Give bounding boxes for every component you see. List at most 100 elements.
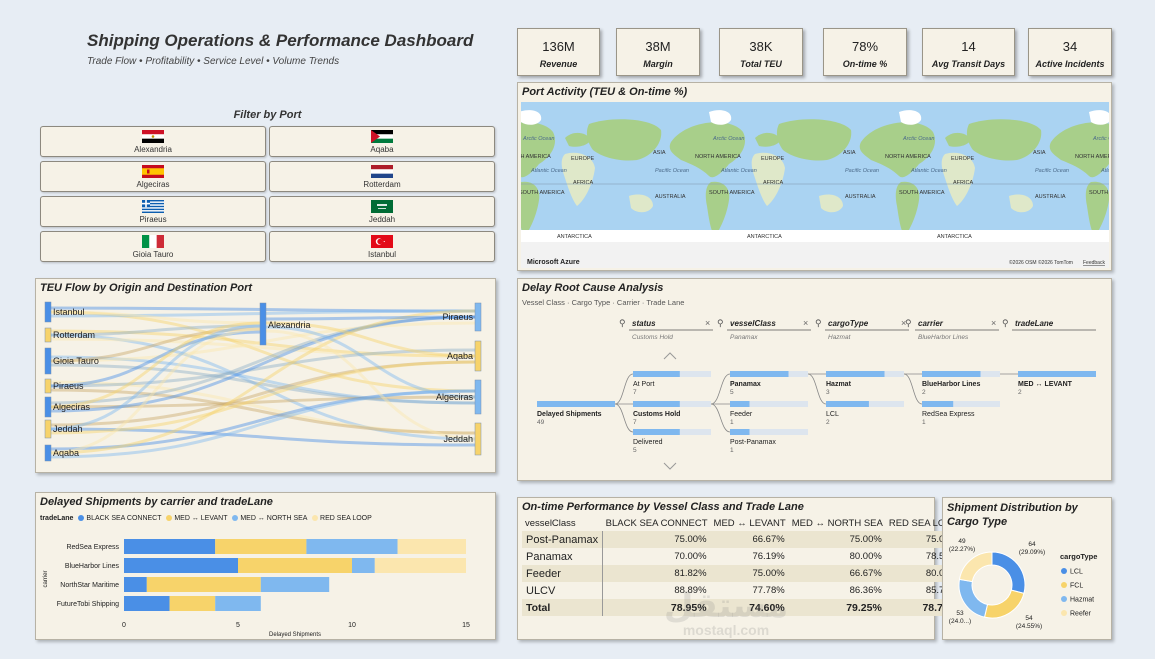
kpi-total-teu[interactable]: 38K Total TEU [719, 28, 803, 76]
sankey-link[interactable] [47, 360, 477, 427]
kpi-margin[interactable]: 38M Margin [616, 28, 700, 76]
sankey-link[interactable] [47, 310, 477, 393]
col-header[interactable]: vesselClass [525, 518, 576, 529]
kpi-revenue[interactable]: 136M Revenue [517, 28, 600, 76]
sankey-node-destination[interactable] [474, 340, 482, 372]
sankey-chart[interactable]: Istanbul Rotterdam Gioia Tauro Piraeus Algec… [36, 279, 497, 474]
scroll-down-icon[interactable] [663, 462, 677, 470]
sankey-link[interactable] [47, 427, 477, 447]
legend-item[interactable]: BLACK SEA CONNECT [78, 515, 161, 522]
sankey-link[interactable] [47, 388, 477, 435]
kpi-ontime[interactable]: 78% On-time % [823, 28, 907, 76]
delayed-bar-chart[interactable]: RedSea Express BlueHarbor Lines NorthStar … [36, 493, 497, 641]
sankey-link[interactable] [47, 324, 263, 431]
sankey-link[interactable] [47, 337, 477, 358]
bar-segment[interactable] [374, 558, 466, 573]
port-button-jeddah[interactable]: Jeddah [269, 196, 495, 227]
legend-item[interactable]: RED SEA LOOP [312, 515, 372, 522]
sankey-link[interactable] [47, 395, 477, 409]
table-row[interactable]: Panamax 70.00% 76.19% 80.00% 78.57% [522, 548, 962, 565]
sankey-link[interactable] [47, 327, 263, 363]
bar-segment[interactable] [124, 539, 216, 554]
total-row[interactable]: Total 78.95% 74.60% 79.25% 78.72% [522, 599, 963, 616]
sankey-link[interactable] [265, 315, 477, 321]
sankey-node-origin[interactable] [44, 396, 52, 418]
sankey-link[interactable] [47, 363, 477, 405]
bar-segment[interactable] [215, 596, 261, 611]
scroll-up-icon[interactable] [663, 352, 677, 360]
donut-chart[interactable]: 64(29.09%) 54(24.55%) 53(24.0...) 49(22.27%… [943, 498, 1113, 641]
sankey-link[interactable] [47, 389, 477, 451]
sankey-link[interactable] [47, 321, 263, 409]
sankey-node-origin[interactable] [44, 444, 52, 462]
sankey-node-origin[interactable] [44, 378, 52, 394]
table-row[interactable]: ULCV 88.89% 77.78% 86.36% 85.71% [522, 582, 962, 599]
sankey-link[interactable] [47, 333, 477, 441]
sankey-link[interactable] [265, 329, 477, 441]
map-feedback-link[interactable]: Feedback [1083, 260, 1105, 266]
sankey-link[interactable] [47, 389, 477, 459]
sankey-node-origin[interactable] [44, 301, 52, 323]
sankey-node-middle[interactable] [259, 302, 267, 346]
col-header[interactable]: MED ↔ LEVANT [713, 518, 786, 529]
kpi-active-incidents[interactable]: 34 Active Incidents [1028, 28, 1112, 76]
sankey-link[interactable] [47, 327, 263, 455]
bar-segment[interactable] [238, 558, 352, 573]
sankey-link[interactable] [47, 309, 477, 455]
bar-segment[interactable] [124, 577, 147, 592]
bar-segment[interactable] [146, 577, 261, 592]
sankey-node-origin[interactable] [44, 327, 52, 343]
bar-segment[interactable] [397, 539, 466, 554]
col-header[interactable]: RED SEA LOOP [888, 518, 960, 529]
sankey-link[interactable] [47, 310, 263, 325]
sankey-link[interactable] [47, 315, 477, 413]
sankey-link[interactable] [47, 380, 477, 435]
bar-segment[interactable] [306, 539, 398, 554]
sankey-link[interactable] [47, 330, 263, 388]
donut-slice[interactable] [991, 551, 1026, 594]
port-button-algeciras[interactable]: Algeciras [40, 161, 266, 192]
sankey-link[interactable] [47, 324, 263, 337]
sankey-link[interactable] [265, 321, 477, 358]
sankey-link[interactable] [47, 360, 477, 435]
bar-segment[interactable] [260, 577, 330, 592]
bar-segment[interactable] [124, 596, 170, 611]
bar-segment[interactable] [124, 558, 238, 573]
sankey-link[interactable] [47, 355, 477, 405]
sankey-link[interactable] [47, 348, 477, 388]
sankey-node-origin[interactable] [44, 347, 52, 375]
bar-segment[interactable] [352, 558, 375, 573]
col-header[interactable]: BLACK SEA CONNECT [605, 518, 708, 529]
col-header[interactable]: MED ↔ NORTH SEA [791, 518, 883, 529]
donut-slice[interactable] [958, 551, 993, 583]
sankey-link[interactable] [265, 325, 477, 399]
sankey-node-destination[interactable] [474, 379, 482, 415]
bar-segment[interactable] [169, 596, 216, 611]
sankey-node-origin[interactable] [44, 419, 52, 439]
port-button-alexandria[interactable]: Alexandria [40, 126, 266, 157]
kpi-avg-transit[interactable]: 14 Avg Transit Days [922, 28, 1015, 76]
port-button-istanbul[interactable]: Istanbul [269, 231, 495, 262]
legend-item[interactable]: MED ↔ NORTH SEA [232, 515, 307, 522]
sankey-node-destination[interactable] [474, 302, 482, 332]
bar-segment[interactable] [215, 539, 307, 554]
port-button-piraeus[interactable]: Piraeus [40, 196, 266, 227]
world-map[interactable]: Arctic Ocean ASIA NORTH AMERICA EUROPE Pacif… [521, 102, 1109, 268]
port-button-gioia-tauro[interactable]: Gioia Tauro [40, 231, 266, 262]
sankey-node-destination[interactable] [474, 422, 482, 456]
sankey-link[interactable] [47, 315, 477, 405]
